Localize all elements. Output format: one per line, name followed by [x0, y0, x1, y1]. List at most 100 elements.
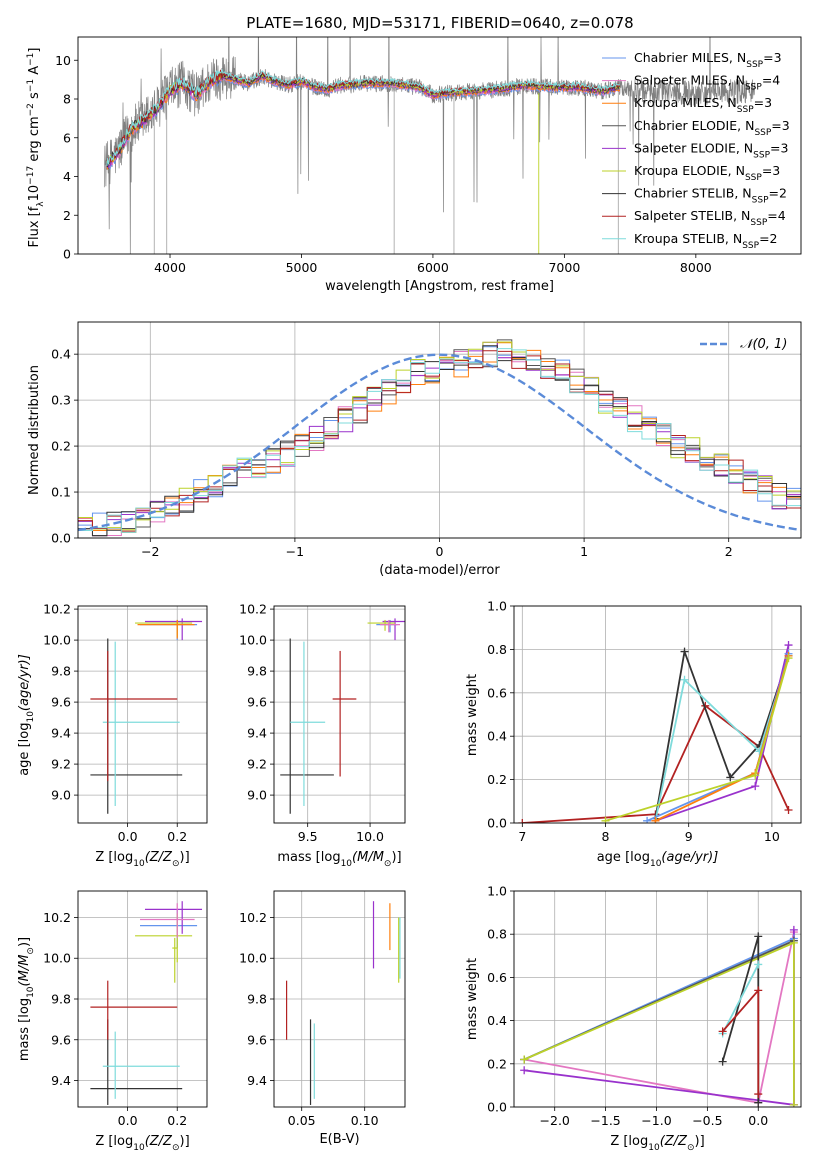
histogram-kroupa_stelib	[78, 348, 801, 533]
x-tick-label: 0.0	[748, 1113, 768, 1128]
plot-area-residuals	[78, 339, 801, 537]
x-tick-label: 0.0	[118, 1113, 138, 1128]
plot-area-weight_vs_age	[518, 641, 793, 823]
x-tick-label: 0.2	[167, 1113, 187, 1128]
y-tick-label: 0.0	[487, 1100, 507, 1115]
panel-age_vs_Z: 0.0 0.2 9.0 9.2 9.4 9.6 9.8 10.0 10.2 Z [log10(Z/…	[43, 602, 208, 869]
series-marker	[784, 654, 793, 663]
series-marker	[754, 932, 763, 941]
x-axis-label: Z [log10(Z/Z⊙)]	[610, 1134, 704, 1153]
series-marker	[754, 1090, 763, 1099]
y-axis-label: mass weight	[465, 674, 480, 756]
y-axis-label: mass weight	[465, 958, 480, 1040]
y-tick-label: 9.8	[51, 664, 71, 679]
y-tick-label: 10	[55, 53, 71, 68]
x-tick-label: 0	[436, 544, 444, 559]
series-marker	[754, 960, 763, 969]
y-tick-label: 9.2	[247, 757, 267, 772]
axes-frame	[77, 321, 802, 539]
y-tick-label: 10.0	[239, 633, 267, 648]
x-tick-label: 9	[685, 829, 693, 844]
x-tick-label: 0.0	[118, 829, 138, 844]
y-tick-label: 0.6	[487, 685, 507, 700]
y-tick-label: 6	[63, 130, 71, 145]
axes-frame	[273, 605, 406, 824]
panel-spectrum: 4000 5000 6000 7000 8000 0 2 4 6 8 10 wavelength [A…	[55, 36, 802, 294]
y-tick-label: 9.6	[247, 695, 267, 710]
y-tick-label: 9.6	[51, 1032, 71, 1047]
y-tick-label: 0.0	[487, 816, 507, 831]
x-tick-label: 5000	[286, 260, 318, 275]
x-tick-label: −1.5	[590, 1113, 620, 1128]
y-tick-label: 0.6	[487, 970, 507, 985]
errorbar-point	[290, 641, 326, 806]
y-tick-label: 0.4	[51, 347, 71, 362]
y-tick-label: 9.4	[51, 726, 71, 741]
series-marker	[789, 938, 798, 947]
panel-age_vs_mass: 9.5 10.0 9.0 9.2 9.4 9.6 9.8 10.0 10.2 mass [log1…	[239, 602, 406, 869]
x-axis-label: age [log10(age/yr)]	[597, 850, 719, 869]
series-marker	[726, 773, 735, 782]
x-axis-label: wavelength [Angstrom, rest frame]	[325, 279, 554, 294]
x-tick-label: 6000	[417, 260, 449, 275]
errorbar-point	[90, 980, 178, 1040]
x-tick-label: −0.5	[692, 1113, 722, 1128]
x-tick-label: 0.05	[288, 1113, 316, 1128]
series-marker	[651, 816, 660, 823]
x-tick-label: 9.5	[298, 829, 318, 844]
axes-frame	[513, 605, 802, 824]
y-axis-label: age [log10(age/yr)]	[17, 654, 36, 776]
y-tick-label: 9.0	[247, 788, 267, 803]
y-tick-label: 0.0	[51, 531, 71, 546]
errorbar-point	[172, 937, 178, 983]
y-tick-label: 0.2	[487, 1056, 507, 1071]
x-axis-label: (data-model)/error	[379, 563, 500, 578]
x-tick-label: 10	[764, 829, 780, 844]
series-marker	[680, 675, 689, 684]
errorbar-point	[280, 638, 334, 814]
y-tick-label: 10.2	[43, 910, 71, 925]
y-tick-label: 9.6	[51, 695, 71, 710]
x-tick-label: −2	[141, 544, 159, 559]
y-tick-label: 8	[63, 92, 71, 107]
x-axis-label: Z [log10(Z/Z⊙)]	[95, 1134, 189, 1153]
series-marker	[751, 782, 760, 791]
plot-area-mass_vs_EBV	[285, 901, 401, 1105]
x-tick-label: −1.0	[641, 1113, 671, 1128]
model-spectrum-kroupa_stelib	[106, 68, 620, 166]
series-marker	[754, 1098, 763, 1107]
y-tick-label: 0.2	[51, 439, 71, 454]
errorbar-point	[380, 619, 401, 633]
x-axis-label: Z [log10(Z/Z⊙)]	[95, 850, 189, 869]
y-tick-label: 10.0	[239, 951, 267, 966]
y-tick-label: 0.3	[51, 393, 71, 408]
y-tick-label: 0.4	[487, 1013, 507, 1028]
x-tick-label: 4000	[154, 260, 186, 275]
legend: Chabrier MILES, NSSP=3 Salpeter MILES, NS…	[602, 50, 790, 251]
y-axis-label: Normed distribution	[27, 365, 42, 495]
y-tick-label: 9.2	[51, 757, 71, 772]
legend-label: Kroupa STELIB, NSSP=2	[634, 231, 778, 251]
x-tick-label: 1	[580, 544, 588, 559]
series-marker	[718, 1027, 727, 1036]
series-marker	[789, 1100, 798, 1107]
y-tick-label: 10.2	[239, 602, 267, 617]
series-marker	[784, 641, 793, 650]
legend: 𝒩(0, 1)	[700, 337, 787, 352]
series-marker	[520, 1055, 529, 1064]
errorbar-point	[137, 619, 195, 639]
x-tick-label: 7000	[548, 260, 580, 275]
errorbar-point	[144, 901, 203, 934]
y-tick-label: 9.4	[247, 726, 267, 741]
y-axis-label: Flux [fλ10−17 erg cm−2 s−1 A−1]	[26, 48, 46, 248]
y-tick-label: 10.0	[43, 633, 71, 648]
series-marker	[789, 925, 798, 934]
x-tick-label: 8	[602, 829, 610, 844]
series-marker	[718, 1057, 727, 1066]
legend-label: Chabrier ELODIE, NSSP=3	[634, 118, 790, 138]
x-tick-label: −1	[286, 544, 304, 559]
series-marker	[643, 816, 652, 823]
figure-title: PLATE=1680, MJD=53171, FIBERID=0640, z=0…	[246, 14, 633, 32]
axes-frame	[273, 890, 406, 1108]
axes-frame	[513, 890, 802, 1108]
